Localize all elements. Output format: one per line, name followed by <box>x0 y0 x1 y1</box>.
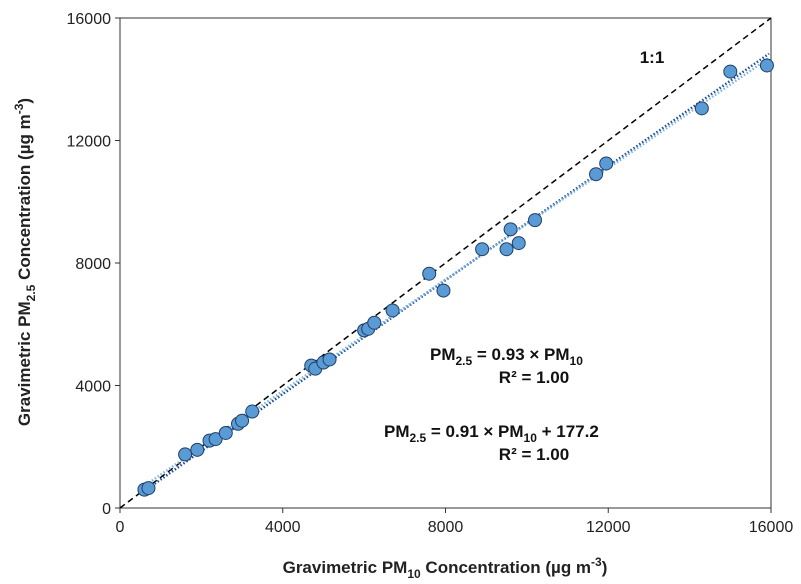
data-point <box>422 266 437 281</box>
data-point <box>589 167 604 182</box>
y-axis-ticks: 0 4000 8000 12000 16000 <box>67 11 120 518</box>
data-point <box>178 447 193 462</box>
data-point <box>367 315 382 330</box>
y-tick-label: 4000 <box>75 379 111 396</box>
data-point <box>322 352 337 367</box>
x-axis-ticks: 0 4000 8000 12000 16000 <box>116 508 794 536</box>
data-points <box>137 58 774 497</box>
y-tick-label: 16000 <box>67 11 112 28</box>
identity-line <box>119 17 772 509</box>
data-point <box>475 242 490 257</box>
y-tick-label: 12000 <box>67 134 112 151</box>
y-tick-label: 8000 <box>75 256 111 273</box>
data-point <box>385 303 400 318</box>
data-point <box>599 156 614 171</box>
x-tick-label: 16000 <box>749 519 794 536</box>
data-point <box>190 442 205 457</box>
data-point <box>503 222 518 237</box>
identity-line-label: 1:1 <box>640 48 665 67</box>
y-tick-label: 0 <box>102 501 111 518</box>
data-point <box>141 481 156 496</box>
x-tick-label: 12000 <box>586 519 631 536</box>
data-point <box>694 101 709 116</box>
r-squared-2: R² = 1.00 <box>499 445 569 464</box>
r-squared-1: R² = 1.00 <box>499 368 569 387</box>
x-tick-label: 8000 <box>428 519 464 536</box>
equation-1: PM2.5 = 0.93 × PM10 <box>430 345 583 368</box>
data-point <box>528 213 543 228</box>
x-tick-label: 4000 <box>265 519 301 536</box>
data-point <box>499 242 514 257</box>
data-point <box>208 432 223 447</box>
data-point <box>245 404 260 419</box>
data-point <box>436 283 451 298</box>
equation-2: PM2.5 = 0.91 × PM10 + 177.2 <box>384 422 599 445</box>
x-axis-title: Gravimetric PM10 Concentration (µg m-3) <box>283 555 608 581</box>
data-point <box>218 425 233 440</box>
y-axis-title: Gravimetric PM2.5 Concentration (µg m-3) <box>12 98 38 426</box>
data-point <box>723 64 738 79</box>
data-point <box>511 236 526 251</box>
x-tick-label: 0 <box>116 519 125 536</box>
data-point <box>759 58 774 73</box>
data-point <box>235 413 250 428</box>
